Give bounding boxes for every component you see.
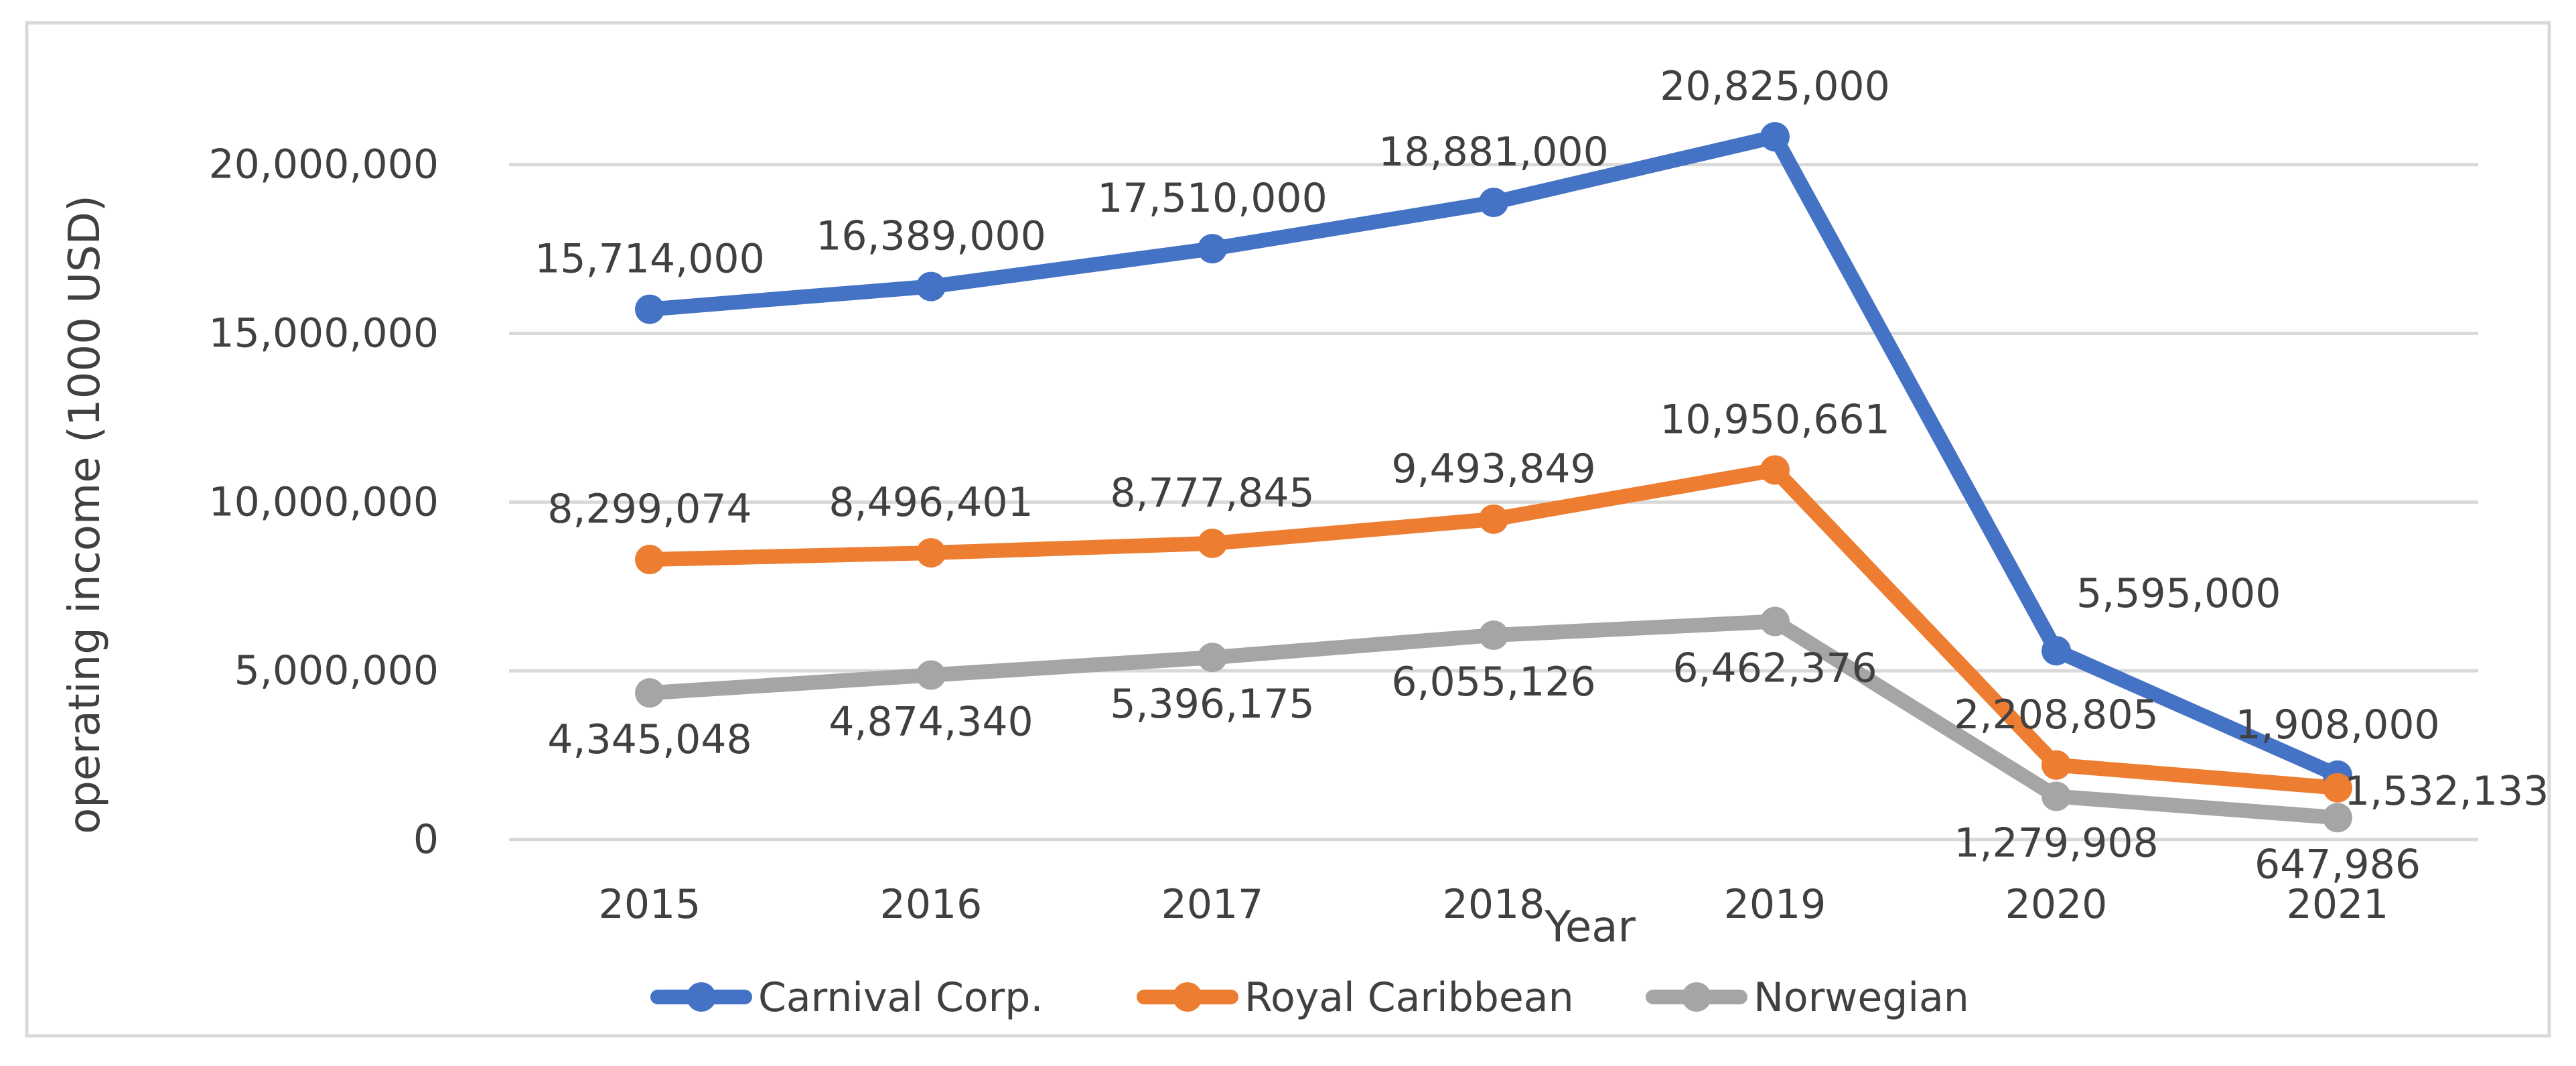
chart-border bbox=[25, 21, 2551, 1038]
marker-royal-caribbean-2017 bbox=[1198, 528, 1227, 558]
marker-norwegian-2018 bbox=[1479, 620, 1508, 651]
x-axis-title: Year bbox=[1544, 903, 1636, 952]
series-markers bbox=[635, 122, 2352, 833]
data-label-carnival-corp-2017: 17,510,000 bbox=[1097, 175, 1328, 222]
data-label-carnival-corp-2020: 5,595,000 bbox=[2076, 570, 2281, 617]
data-label-royal-caribbean-2016: 8,496,401 bbox=[829, 479, 1033, 526]
x-tick-label-2016: 2016 bbox=[880, 881, 983, 928]
x-tick-label-2017: 2017 bbox=[1161, 881, 1264, 928]
data-label-norwegian-2016: 4,874,340 bbox=[829, 699, 1033, 746]
marker-norwegian-2017 bbox=[1198, 643, 1227, 673]
legend-marker-carnival-corp bbox=[687, 982, 716, 1012]
x-tick-label-2018: 2018 bbox=[1443, 881, 1545, 928]
marker-royal-caribbean-2021 bbox=[2323, 773, 2352, 803]
marker-royal-caribbean-2018 bbox=[1479, 504, 1508, 534]
marker-royal-caribbean-2020 bbox=[2042, 750, 2071, 780]
data-label-norwegian-2020: 1,279,908 bbox=[1954, 820, 2158, 867]
data-label-carnival-corp-2021: 1,908,000 bbox=[2235, 702, 2439, 748]
data-label-norwegian-2021: 647,986 bbox=[2255, 841, 2421, 888]
data-label-carnival-corp-2015: 15,714,000 bbox=[534, 236, 765, 283]
marker-norwegian-2021 bbox=[2323, 803, 2352, 833]
legend-label-norwegian: Norwegian bbox=[1754, 974, 1969, 1021]
legend-item-carnival-corp: Carnival Corp. bbox=[650, 974, 1043, 1021]
data-label-norwegian-2019: 6,462,376 bbox=[1672, 645, 1877, 692]
x-axis-ticks: 2015 2016 2017 2018 2019 2020 2021 bbox=[599, 881, 2389, 928]
marker-carnival-corp-2015 bbox=[635, 294, 664, 324]
data-labels: 15,714,000 16,389,000 17,510,000 18,881,000… bbox=[534, 63, 2549, 888]
data-label-royal-caribbean-2017: 8,777,845 bbox=[1110, 470, 1314, 517]
legend-label-royal-caribbean: Royal Caribbean bbox=[1244, 974, 1574, 1021]
marker-carnival-corp-2020 bbox=[2042, 636, 2071, 666]
y-axis-title: operating income (1000 USD) bbox=[60, 195, 110, 834]
legend: Carnival Corp. Royal Caribbean Norwegian bbox=[650, 974, 1969, 1021]
legend-label-carnival-corp: Carnival Corp. bbox=[758, 974, 1043, 1021]
marker-carnival-corp-2017 bbox=[1198, 234, 1227, 264]
marker-carnival-corp-2019 bbox=[1760, 122, 1790, 152]
marker-carnival-corp-2018 bbox=[1479, 188, 1508, 218]
data-label-norwegian-2017: 5,396,175 bbox=[1110, 681, 1314, 728]
legend-item-royal-caribbean: Royal Caribbean bbox=[1137, 974, 1574, 1021]
x-tick-label-2021: 2021 bbox=[2287, 881, 2389, 928]
marker-carnival-corp-2016 bbox=[916, 271, 946, 302]
data-label-norwegian-2018: 6,055,126 bbox=[1391, 659, 1595, 706]
y-tick-label: 15,000,000 bbox=[208, 310, 439, 357]
marker-royal-caribbean-2015 bbox=[635, 545, 664, 575]
marker-royal-caribbean-2016 bbox=[916, 538, 946, 568]
data-label-royal-caribbean-2019: 10,950,661 bbox=[1660, 396, 1890, 443]
y-tick-label: 0 bbox=[413, 816, 439, 863]
data-label-royal-caribbean-2021: 1,532,133 bbox=[2344, 768, 2549, 815]
data-label-carnival-corp-2019: 20,825,000 bbox=[1660, 63, 1890, 110]
data-label-royal-caribbean-2020: 2,208,805 bbox=[1954, 691, 2158, 738]
data-label-royal-caribbean-2015: 8,299,074 bbox=[547, 486, 752, 533]
y-tick-label: 5,000,000 bbox=[234, 647, 439, 694]
gridlines bbox=[509, 163, 2478, 842]
marker-norwegian-2020 bbox=[2042, 781, 2071, 811]
legend-item-norwegian: Norwegian bbox=[1646, 974, 1969, 1021]
legend-marker-royal-caribbean bbox=[1173, 982, 1202, 1012]
y-tick-label: 10,000,000 bbox=[208, 478, 439, 525]
y-tick-label: 20,000,000 bbox=[208, 141, 439, 188]
data-label-royal-caribbean-2018: 9,493,849 bbox=[1391, 446, 1595, 492]
marker-norwegian-2016 bbox=[916, 660, 946, 690]
data-label-norwegian-2015: 4,345,048 bbox=[547, 716, 752, 763]
marker-norwegian-2015 bbox=[635, 678, 664, 708]
x-tick-label-2015: 2015 bbox=[599, 881, 701, 928]
y-axis-ticks: 0 5,000,000 10,000,000 15,000,000 20,000,000 bbox=[208, 141, 439, 863]
x-tick-label-2020: 2020 bbox=[2005, 881, 2108, 928]
data-label-carnival-corp-2016: 16,389,000 bbox=[816, 213, 1046, 260]
marker-norwegian-2019 bbox=[1760, 606, 1790, 637]
x-tick-label-2019: 2019 bbox=[1724, 881, 1827, 928]
data-label-carnival-corp-2018: 18,881,000 bbox=[1378, 129, 1609, 176]
legend-marker-norwegian bbox=[1682, 982, 1711, 1012]
marker-royal-caribbean-2019 bbox=[1760, 455, 1790, 485]
